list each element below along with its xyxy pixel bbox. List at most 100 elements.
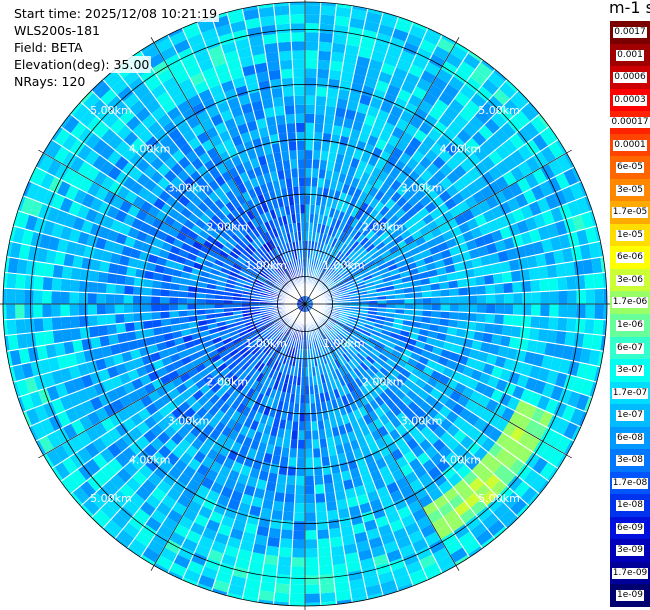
azimuth-spoke bbox=[38, 303, 306, 459]
radar-gate bbox=[276, 267, 284, 276]
radar-gate bbox=[305, 23, 320, 33]
radar-gate bbox=[295, 213, 301, 223]
radar-gate bbox=[284, 262, 291, 272]
radar-gate bbox=[362, 226, 372, 237]
radar-gate bbox=[294, 503, 305, 513]
radar-gate bbox=[251, 370, 261, 380]
radar-gate bbox=[305, 301, 314, 304]
radar-gate bbox=[370, 545, 387, 558]
radar-gate bbox=[355, 281, 366, 288]
radar-gate bbox=[220, 109, 234, 122]
radar-gate bbox=[507, 116, 524, 133]
radar-gate bbox=[524, 138, 541, 156]
radar-gate bbox=[290, 347, 296, 358]
radar-gate bbox=[257, 362, 266, 373]
radar-gate bbox=[166, 84, 183, 99]
radar-gate bbox=[118, 341, 130, 354]
radar-gate bbox=[261, 315, 272, 321]
radar-gate bbox=[345, 279, 355, 286]
radar-gate bbox=[117, 85, 134, 102]
radar-gate bbox=[115, 274, 126, 286]
radar-gate bbox=[433, 494, 449, 510]
radar-gate bbox=[291, 260, 296, 270]
radar-gate bbox=[267, 125, 279, 136]
radar-gate bbox=[195, 362, 207, 374]
radar-gate bbox=[254, 146, 266, 158]
radar-gate bbox=[15, 288, 25, 304]
radar-gate bbox=[88, 270, 100, 283]
radar-gate bbox=[147, 52, 165, 69]
radar-gate bbox=[292, 530, 305, 540]
radar-gate bbox=[187, 560, 205, 575]
azimuth-spoke bbox=[304, 37, 460, 305]
radar-gate bbox=[317, 538, 331, 549]
radar-gate bbox=[122, 69, 140, 86]
radar-gate bbox=[89, 491, 107, 509]
radar-gate bbox=[253, 318, 263, 324]
radar-gate bbox=[379, 267, 390, 275]
radar-gate bbox=[278, 419, 287, 430]
radar-gate bbox=[531, 407, 545, 424]
radar-gate bbox=[213, 358, 225, 368]
radar-gate bbox=[176, 100, 192, 114]
radar-gate bbox=[305, 566, 320, 576]
radar-gate bbox=[77, 447, 93, 464]
radar-gate bbox=[414, 419, 427, 432]
ray-gap bbox=[225, 7, 304, 297]
radar-gate bbox=[141, 354, 153, 366]
radar-gate bbox=[227, 97, 241, 110]
radar-gate bbox=[457, 320, 468, 330]
ray-gap bbox=[307, 311, 416, 591]
radar-gate bbox=[345, 204, 355, 216]
radar-gate bbox=[508, 222, 521, 237]
radar-gate bbox=[516, 415, 531, 431]
radar-gate bbox=[292, 68, 305, 78]
radar-gate bbox=[152, 532, 170, 548]
radar-gate bbox=[127, 226, 140, 240]
radar-gate bbox=[72, 376, 86, 392]
radar-gate bbox=[381, 249, 392, 259]
radar-gate bbox=[65, 353, 78, 368]
radar-gate bbox=[24, 304, 34, 319]
radar-gate bbox=[320, 2, 338, 7]
radar-gate bbox=[528, 267, 540, 281]
radar-gate bbox=[238, 271, 249, 279]
colorbar-tick-label: 1e-07 bbox=[616, 410, 644, 422]
radar-gate bbox=[34, 404, 49, 422]
radar-gate bbox=[78, 292, 88, 304]
radar-gate bbox=[279, 538, 293, 549]
radar-gate bbox=[59, 197, 74, 214]
radar-gate bbox=[462, 365, 475, 378]
radar-gate bbox=[187, 230, 199, 241]
radar-gate bbox=[275, 574, 291, 585]
radar-gate bbox=[237, 358, 248, 369]
colorbar-tick-label: 1.7e-07 bbox=[611, 387, 649, 399]
radar-gate bbox=[231, 247, 242, 257]
radar-gate bbox=[395, 118, 410, 132]
radar-gate bbox=[61, 457, 78, 475]
radar-gate bbox=[324, 491, 337, 503]
radar-gate bbox=[585, 226, 598, 244]
radar-gate bbox=[373, 553, 389, 567]
radar-gate bbox=[603, 287, 607, 304]
radar-gate bbox=[169, 61, 186, 77]
radar-gate bbox=[227, 326, 238, 334]
radar-gate bbox=[368, 304, 378, 308]
radar-gate bbox=[305, 131, 314, 142]
radar-gate bbox=[411, 367, 423, 378]
radar-gate bbox=[327, 284, 337, 291]
radar-gate bbox=[355, 456, 367, 468]
radar-gate bbox=[278, 50, 293, 61]
ray-gap bbox=[305, 311, 338, 606]
range-ring-label: 4.00km bbox=[129, 453, 171, 466]
radar-gate bbox=[259, 384, 269, 395]
radar-gate bbox=[296, 303, 305, 304]
radar-gate bbox=[334, 323, 343, 331]
radar-gate bbox=[227, 361, 238, 371]
radar-gate bbox=[540, 163, 556, 181]
radar-gate bbox=[347, 137, 359, 149]
range-ring-label: 2.00km bbox=[362, 376, 404, 389]
radar-gate bbox=[593, 272, 604, 289]
radar-gate bbox=[305, 59, 318, 69]
radar-gate bbox=[310, 412, 318, 422]
